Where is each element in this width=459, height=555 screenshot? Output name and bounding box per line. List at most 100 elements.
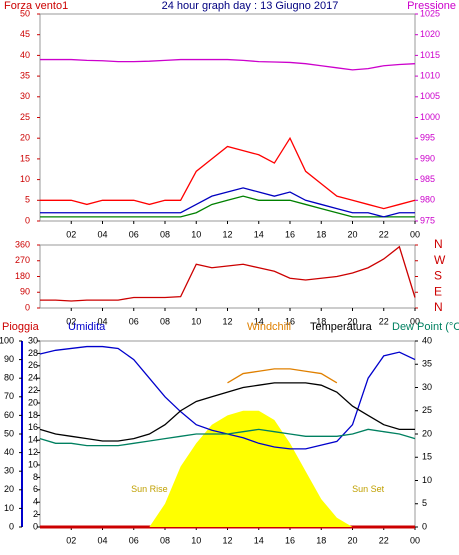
annotation: Sun Rise: [131, 484, 168, 494]
y2-tick-label: 35: [422, 359, 432, 369]
y2-tick-label: 15: [422, 452, 432, 462]
y2-tick-label: 30: [422, 382, 432, 392]
annotation: Sun Set: [352, 484, 385, 494]
y-tick-label: 26: [28, 360, 38, 370]
x-tick-label: 10: [191, 316, 201, 326]
x-tick-label: 04: [97, 229, 107, 239]
y-tick-label: 15: [20, 153, 30, 163]
x-tick-label: 00: [410, 229, 420, 239]
line: [40, 245, 416, 302]
x-tick-label: 14: [254, 535, 264, 545]
x-tick-label: 16: [285, 316, 295, 326]
y-tick-label: 10: [28, 459, 38, 469]
x-tick-label: 22: [379, 316, 389, 326]
y2-tick-label: 0: [422, 521, 427, 531]
x-tick-label: 20: [347, 316, 357, 326]
y-tick-label: 8: [33, 472, 38, 482]
y2-tick-label: 1005: [420, 91, 440, 101]
y-tick-label: 30: [20, 91, 30, 101]
plot-area: [39, 244, 416, 309]
x-tick-label: 18: [316, 229, 326, 239]
y2-tick-label: 985: [420, 174, 435, 184]
x-tick-label: 00: [410, 535, 420, 545]
x-tick-label: 16: [285, 535, 295, 545]
x-tick-label: 14: [254, 229, 264, 239]
y3-tick-label: 50: [4, 428, 14, 438]
x-tick-label: 02: [66, 535, 76, 545]
y-tick-label: 20: [20, 133, 30, 143]
x-tick-label: 06: [129, 535, 139, 545]
y2-tick-label: 25: [422, 405, 432, 415]
line: [39, 428, 416, 447]
x-tick-label: 04: [97, 535, 107, 545]
y-tick-label: 18: [28, 410, 38, 420]
y2-tick-label: 1020: [420, 29, 440, 39]
y-tick-label: 24: [28, 373, 38, 383]
y2-tick-label: N: [434, 237, 443, 251]
x-tick-label: 16: [285, 229, 295, 239]
y3-tick-label: 10: [4, 503, 14, 513]
x-tick-label: 06: [129, 229, 139, 239]
y2-tick-label: 990: [420, 153, 435, 163]
x-tick-label: 04: [97, 316, 107, 326]
x-tick-label: 12: [222, 229, 232, 239]
line: [40, 187, 415, 218]
x-tick-label: 22: [379, 229, 389, 239]
y2-axis-label: Pressione: [407, 0, 456, 12]
y-tick-label: 2: [33, 509, 38, 519]
y2-tick-label: 5: [422, 498, 427, 508]
x-tick-label: 02: [66, 316, 76, 326]
y-tick-label: 30: [28, 335, 38, 345]
y2-tick-label: 995: [420, 133, 435, 143]
y-tick-label: 270: [15, 255, 30, 265]
x-tick-label: 06: [129, 316, 139, 326]
y-tick-label: 0: [33, 521, 38, 531]
y3-tick-label: 30: [4, 466, 14, 476]
x-tick-label: 18: [316, 316, 326, 326]
y-tick-label: 360: [15, 239, 30, 249]
y3-tick-label: 70: [4, 391, 14, 401]
y-tick-label: 25: [20, 112, 30, 122]
y-tick-label: 50: [20, 8, 30, 18]
area: [40, 410, 415, 527]
x-tick-label: 20: [347, 535, 357, 545]
y3-tick-label: 90: [4, 354, 14, 364]
y-tick-label: 4: [33, 497, 38, 507]
line: [39, 382, 415, 442]
line: [40, 58, 416, 71]
y-tick-label: 45: [20, 29, 30, 39]
x-tick-label: 14: [254, 316, 264, 326]
y3-tick-label: 100: [0, 335, 14, 345]
x-tick-label: 08: [160, 535, 170, 545]
y-tick-label: 0: [25, 302, 30, 312]
chart-title: 24 hour graph day : 13 Giugno 2017: [162, 0, 339, 12]
x-tick-label: 08: [160, 316, 170, 326]
legend-label: Umidita: [68, 321, 106, 333]
legend-label: Windchill: [247, 321, 291, 333]
x-tick-label: 08: [160, 229, 170, 239]
line: [40, 195, 415, 218]
x-tick-label: 02: [66, 229, 76, 239]
x-tick-label: 20: [347, 229, 357, 239]
x-tick-label: 22: [379, 535, 389, 545]
plot-area: [39, 13, 416, 222]
y2-tick-label: N: [434, 300, 443, 314]
y2-tick-label: W: [434, 253, 446, 267]
y2-tick-label: 1015: [420, 50, 440, 60]
y2-tick-label: 1025: [420, 8, 440, 18]
x-tick-label: 18: [316, 535, 326, 545]
y-tick-label: 5: [25, 195, 30, 205]
y2-tick-label: 980: [420, 195, 435, 205]
y-tick-label: 16: [28, 422, 38, 432]
x-tick-label: 12: [222, 316, 232, 326]
line: [40, 136, 416, 210]
y-tick-label: 180: [15, 271, 30, 281]
y-tick-label: 10: [20, 174, 30, 184]
x-tick-label: 00: [410, 316, 420, 326]
y2-tick-label: 20: [422, 428, 432, 438]
y-tick-label: 28: [28, 348, 38, 358]
legend-label: Temperatura: [310, 321, 373, 333]
y-tick-label: 40: [20, 50, 30, 60]
y-tick-label: 12: [28, 447, 38, 457]
